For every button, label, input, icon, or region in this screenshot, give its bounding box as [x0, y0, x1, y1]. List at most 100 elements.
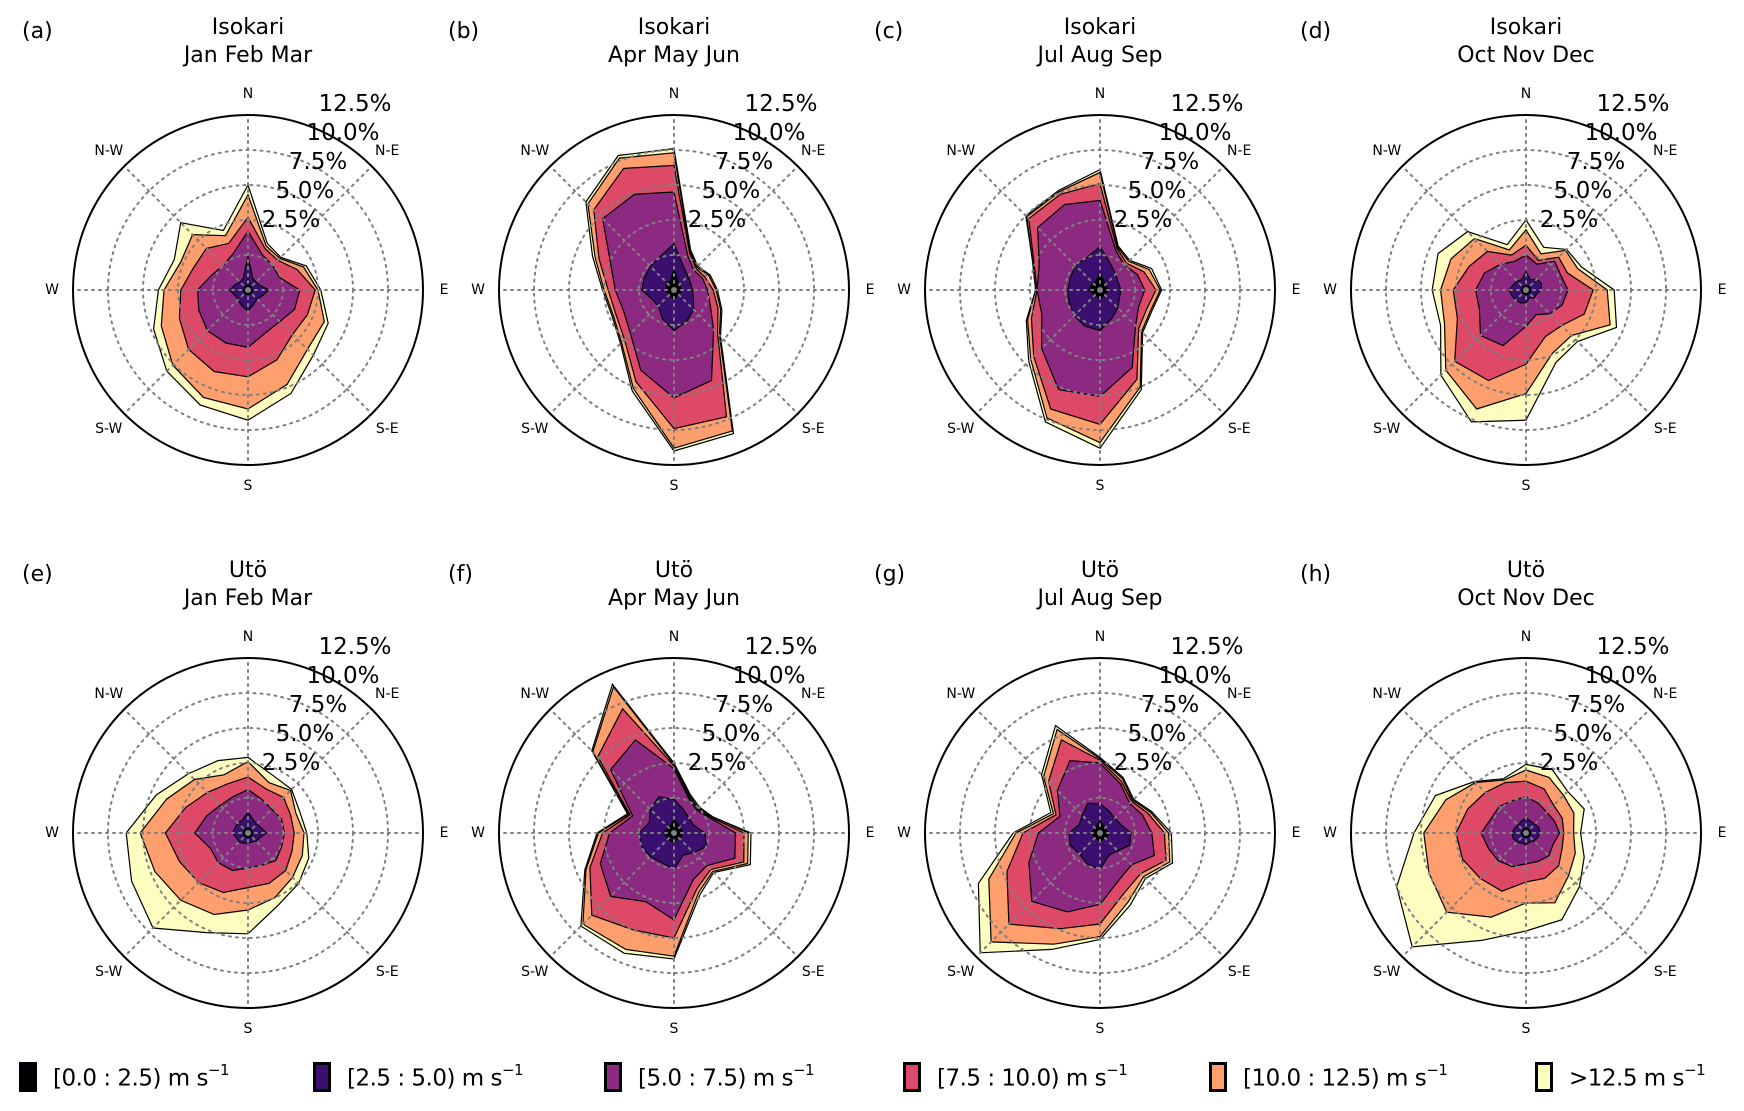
direction-label: N — [1521, 86, 1531, 102]
grid-spoke — [247, 289, 373, 415]
radial-tick-label: 5.0% — [1128, 721, 1186, 747]
radial-tick-label: 2.5% — [1114, 207, 1172, 233]
grid-spoke — [1525, 708, 1651, 834]
direction-label: E — [1292, 825, 1301, 841]
direction-label: S-E — [802, 421, 825, 437]
direction-label: W — [1323, 282, 1337, 298]
legend-item: [7.5 : 10.0) m s−1 — [903, 1060, 1128, 1092]
radial-tick-label: 7.5% — [1567, 692, 1625, 718]
direction-label: N — [1095, 629, 1105, 645]
direction-label: E — [1718, 282, 1727, 298]
direction-label: E — [1718, 825, 1727, 841]
radial-tick-label: 10.0% — [732, 663, 805, 689]
grid-spoke — [1099, 708, 1225, 834]
radial-tick-label: 7.5% — [1141, 149, 1199, 175]
grid-spoke — [247, 832, 373, 958]
wind-rose-panel: (h) Utö Oct Nov Dec N N-E E S-E S S-W W N-W 2.5% 5.0… — [1300, 558, 1726, 1037]
wind-rose-panel: (c) Isokari Jul Aug Sep N N-E E S-E S S-W W N-W 2.5… — [874, 15, 1300, 494]
direction-label: S — [1522, 478, 1531, 494]
legend-item: [5.0 : 7.5) m s−1 — [604, 1061, 815, 1092]
direction-label: N-E — [375, 686, 399, 702]
grid-spoke — [1525, 289, 1651, 415]
direction-label: W — [897, 282, 911, 298]
wind-rose-panel: (g) Utö Jul Aug Sep N N-E E S-E S S-W W N-W 2.5% 5.0… — [874, 558, 1300, 1037]
radial-tick-label: 10.0% — [1584, 663, 1657, 689]
direction-label: S-W — [521, 421, 548, 437]
direction-label: N-W — [520, 143, 549, 159]
center-marker — [1095, 828, 1105, 838]
direction-label: S — [244, 478, 253, 494]
wind-rose-panel: (b) Isokari Apr May Jun N N-E E S-E S S-W W N-W 2.5… — [448, 15, 874, 494]
direction-label: S-E — [1228, 421, 1251, 437]
direction-label: N-E — [801, 686, 825, 702]
grid-spoke — [1401, 165, 1527, 291]
radial-tick-label: 5.0% — [1128, 178, 1186, 204]
grid-spoke — [247, 165, 373, 291]
grid-spoke — [123, 832, 249, 958]
panel-title-station: Isokari — [1064, 15, 1136, 40]
panel-title-season: Oct Nov Dec — [1457, 586, 1595, 611]
radial-tick-label: 2.5% — [262, 750, 320, 776]
radial-tick-label: 12.5% — [1596, 91, 1669, 117]
outer-ring — [924, 114, 1276, 466]
grid-spoke — [123, 708, 249, 834]
panel-title-station: Isokari — [638, 15, 710, 40]
outer-ring — [1350, 657, 1702, 1009]
wind-rose-panel: (f) Utö Apr May Jun N N-E E S-E S S-W W N-W 2.5% 5.0… — [448, 558, 874, 1037]
grid-spoke — [673, 289, 799, 415]
panel-letter: (f) — [448, 562, 473, 587]
direction-label: S — [1096, 478, 1105, 494]
radial-tick-label: 12.5% — [1170, 634, 1243, 660]
wind-rose-panel: (e) Utö Jan Feb Mar N N-E E S-E S S-W W N-W 2.5% 5.0… — [22, 558, 448, 1037]
legend-swatch — [903, 1062, 921, 1092]
panel-title-station: Utö — [1081, 558, 1119, 583]
panel-title-station: Utö — [229, 558, 267, 583]
legend-label: [2.5 : 5.0) m s−1 — [347, 1060, 524, 1092]
direction-label: N-W — [946, 143, 975, 159]
panel-title-season: Jan Feb Mar — [182, 43, 313, 68]
direction-label: W — [1323, 825, 1337, 841]
direction-label: E — [440, 825, 449, 841]
wind-rose-panel: (d) Isokari Oct Nov Dec N N-E E S-E S S-W W N-W 2.5… — [1300, 15, 1726, 494]
center-marker — [669, 285, 679, 295]
center-marker — [243, 285, 253, 295]
direction-label: N — [243, 629, 253, 645]
radial-tick-label: 7.5% — [715, 692, 773, 718]
direction-label: E — [866, 825, 875, 841]
legend-label: [7.5 : 10.0) m s−1 — [937, 1060, 1128, 1092]
panel-title-season: Apr May Jun — [608, 586, 740, 611]
grid-spoke — [1525, 832, 1651, 958]
center-marker — [1521, 828, 1531, 838]
legend-swatch — [604, 1062, 622, 1092]
panel-title-season: Jan Feb Mar — [182, 586, 313, 611]
grid-spoke — [123, 289, 249, 415]
radial-tick-label: 12.5% — [1596, 634, 1669, 660]
direction-label: W — [471, 282, 485, 298]
outer-ring — [498, 657, 850, 1009]
grid-spoke — [1525, 165, 1651, 291]
direction-label: E — [1292, 282, 1301, 298]
center-marker — [669, 828, 679, 838]
radial-tick-label: 2.5% — [688, 750, 746, 776]
radial-tick-label: 2.5% — [1540, 750, 1598, 776]
legend-swatch — [313, 1062, 331, 1092]
grid-spoke — [247, 708, 373, 834]
direction-label: N-E — [1227, 686, 1251, 702]
grid-spoke — [673, 708, 799, 834]
legend-swatch — [19, 1062, 37, 1092]
direction-label: N — [1095, 86, 1105, 102]
direction-label: N-E — [1653, 686, 1677, 702]
direction-label: S — [244, 1021, 253, 1037]
radial-tick-label: 10.0% — [1158, 120, 1231, 146]
direction-label: S-E — [1228, 964, 1251, 980]
direction-label: S — [1522, 1021, 1531, 1037]
grid-spoke — [1401, 708, 1527, 834]
direction-label: W — [471, 825, 485, 841]
grid-spoke — [1099, 832, 1225, 958]
grid-spoke — [975, 165, 1101, 291]
radial-tick-label: 5.0% — [276, 178, 334, 204]
center-marker — [1521, 285, 1531, 295]
direction-label: S-W — [947, 964, 974, 980]
outer-ring — [498, 114, 850, 466]
radial-tick-label: 10.0% — [732, 120, 805, 146]
